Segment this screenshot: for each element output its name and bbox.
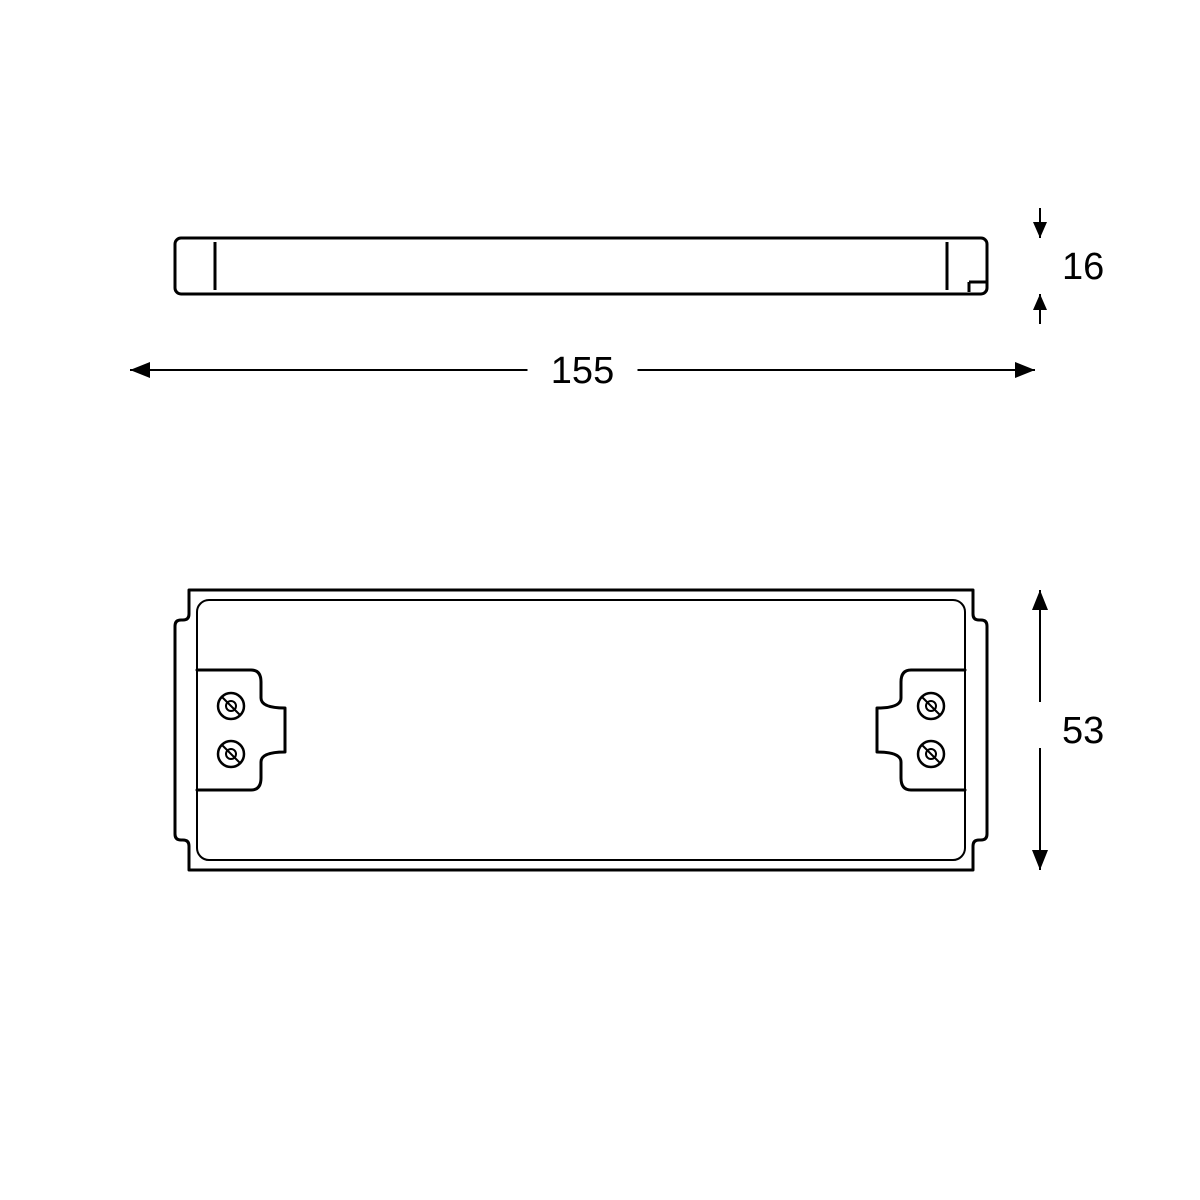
- side-view: [175, 238, 987, 294]
- dim-length-label: 155: [551, 350, 614, 392]
- technical-drawing: 16 155 53: [0, 0, 1200, 1200]
- dim-width-label: 53: [1062, 710, 1104, 752]
- top-view: [175, 590, 987, 870]
- dimension-width: 53: [1032, 590, 1104, 870]
- dim-height-label: 16: [1062, 246, 1104, 288]
- dimension-height: 16: [1033, 208, 1104, 324]
- dimension-length: 155: [130, 350, 1035, 392]
